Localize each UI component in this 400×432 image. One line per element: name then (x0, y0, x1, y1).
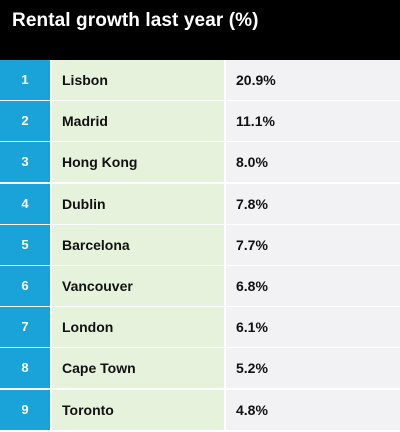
rental-growth-value-cell: 8.0% (226, 142, 400, 182)
city-cell: Dublin (52, 184, 224, 224)
table-row: 8 Cape Town 5.2% (0, 348, 400, 388)
table-header: Rental growth last year (%) (0, 0, 400, 60)
rank-cell: 7 (0, 307, 50, 347)
city-cell: Vancouver (52, 266, 224, 306)
rental-growth-value-cell: 4.8% (226, 390, 400, 430)
table-row: 3 Hong Kong 8.0% (0, 142, 400, 182)
rank-cell: 1 (0, 60, 50, 100)
city-cell: London (52, 307, 224, 347)
table-row: 4 Dublin 7.8% (0, 184, 400, 224)
rental-growth-value-cell: 5.2% (226, 348, 400, 388)
city-cell: Madrid (52, 101, 224, 141)
rank-cell: 4 (0, 184, 50, 224)
city-cell: Hong Kong (52, 142, 224, 182)
table-row: 5 Barcelona 7.7% (0, 225, 400, 265)
rank-cell: 6 (0, 266, 50, 306)
table-row: 7 London 6.1% (0, 307, 400, 347)
rental-growth-value-cell: 6.8% (226, 266, 400, 306)
table-row: 9 Toronto 4.8% (0, 390, 400, 430)
chart-title: Rental growth last year (%) (12, 10, 259, 31)
table-row: 6 Vancouver 6.8% (0, 266, 400, 306)
rank-cell: 5 (0, 225, 50, 265)
rental-growth-value-cell: 11.1% (226, 101, 400, 141)
rank-cell: 3 (0, 142, 50, 182)
city-cell: Cape Town (52, 348, 224, 388)
table-body: 1 Lisbon 20.9% 2 Madrid 11.1% 3 Hong Kong 8.0% 4 D… (0, 60, 400, 432)
rental-growth-value-cell: 7.7% (226, 225, 400, 265)
rank-cell: 8 (0, 348, 50, 388)
table-row: 2 Madrid 11.1% (0, 101, 400, 141)
rental-growth-value-cell: 7.8% (226, 184, 400, 224)
city-cell: Barcelona (52, 225, 224, 265)
table-row: 1 Lisbon 20.9% (0, 60, 400, 100)
rental-growth-value-cell: 20.9% (226, 60, 400, 100)
city-cell: Toronto (52, 390, 224, 430)
rank-cell: 2 (0, 101, 50, 141)
rental-growth-value-cell: 6.1% (226, 307, 400, 347)
city-cell: Lisbon (52, 60, 224, 100)
rank-cell: 9 (0, 390, 50, 430)
